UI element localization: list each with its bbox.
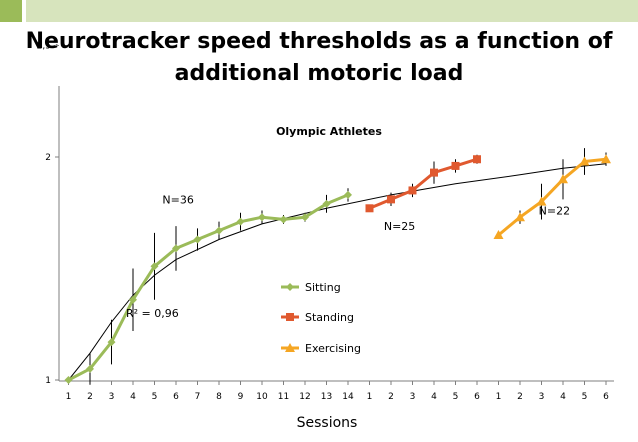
data-point-sitting	[236, 217, 245, 226]
data-point-exercising	[493, 230, 504, 240]
x-tick-label: 2	[517, 392, 523, 402]
data-point-sitting	[172, 244, 180, 253]
legend: Sitting Standing Exercising	[281, 281, 361, 355]
x-tick-label: 10	[256, 392, 268, 402]
data-point-standing	[365, 204, 374, 213]
x-tick-label: 2	[388, 392, 394, 402]
annotation-label: N=25	[384, 220, 415, 233]
x-tick-label: 3	[539, 392, 545, 402]
trendline	[68, 163, 607, 381]
data-point-exercising	[579, 156, 590, 166]
chart-subtitle: Olympic Athletes	[276, 125, 382, 138]
x-tick-label: 3	[109, 392, 115, 402]
data-point-standing	[387, 195, 395, 204]
title-line-1: Neurotracker speed thresholds as a funct…	[25, 29, 613, 54]
x-tick-label: 11	[278, 392, 289, 402]
data-point-sitting	[129, 295, 137, 304]
y-tick-label: 2,5	[37, 42, 51, 52]
annotation-label: R² = 0,96	[126, 307, 179, 320]
series-line-standing	[368, 157, 478, 210]
series-line-exercising	[497, 157, 607, 237]
x-tick-label: 6	[474, 392, 480, 402]
legend-marker-standing	[286, 313, 294, 321]
data-point-standing	[473, 155, 481, 164]
top-accent-band	[26, 0, 638, 22]
data-point-standing	[451, 161, 460, 170]
data-point-sitting	[279, 215, 288, 224]
data-point-sitting	[322, 199, 331, 208]
annotation-label: N=36	[162, 193, 193, 206]
x-tick-label: 13	[321, 392, 332, 402]
x-tick-label: 3	[410, 392, 416, 402]
chart-labels: 122,51 2 3 4 5 6 7 8 9 10 11 12 13 14 1 2 3 4 5 6 1 2 3 4 5 6Olym…	[37, 42, 609, 432]
x-tick-label: 6	[173, 392, 179, 402]
corner-accent-square	[0, 0, 22, 22]
data-point-sitting	[258, 213, 266, 222]
data-point-sitting	[107, 338, 116, 347]
annotation-label: N=22	[539, 205, 570, 218]
x-tick-label: 6	[603, 392, 609, 402]
x-tick-label: 12	[299, 392, 310, 402]
data-point-exercising	[601, 154, 611, 164]
x-tick-label: 1	[66, 392, 72, 402]
x-tick-label: 7	[195, 392, 201, 402]
x-tick-label: 4	[130, 392, 136, 402]
data-point-sitting	[193, 235, 202, 244]
x-tick-label: 4	[560, 392, 566, 402]
x-tick-label: 5	[453, 392, 459, 402]
data-point-sitting	[215, 226, 223, 235]
x-axis-label: Sessions	[297, 415, 358, 431]
data-point-sitting	[86, 364, 94, 373]
slide-title: Neurotracker speed thresholds as a funct…	[0, 26, 638, 90]
x-tick-label: 9	[238, 392, 244, 402]
data-point-sitting	[150, 262, 159, 271]
legend-label-sitting: Sitting	[305, 281, 341, 294]
x-tick-label: 2	[87, 392, 93, 402]
x-tick-label: 5	[152, 392, 158, 402]
data-point-standing	[408, 186, 417, 195]
title-line-2: additional motoric load	[174, 61, 464, 86]
data-point-standing	[430, 168, 438, 177]
data-point-exercising	[515, 212, 525, 222]
x-tick-label: 8	[216, 392, 222, 402]
x-tick-label: 4	[431, 392, 437, 402]
series-markers	[64, 154, 611, 384]
data-point-sitting	[64, 376, 73, 384]
x-tick-label: 14	[342, 392, 354, 402]
x-tick-label: 5	[582, 392, 588, 402]
legend-label-standing: Standing	[305, 311, 354, 324]
axes	[55, 45, 614, 385]
legend-marker-exercising	[285, 343, 295, 352]
legend-label-exercising: Exercising	[305, 342, 361, 355]
x-tick-label: 1	[367, 392, 373, 402]
log-trendline	[68, 163, 607, 381]
data-point-exercising	[558, 174, 568, 184]
data-point-sitting	[344, 190, 352, 199]
x-tick-label: 1	[496, 392, 502, 402]
y-tick-label: 1	[45, 376, 51, 386]
y-tick-label: 2	[45, 153, 51, 163]
data-point-exercising	[536, 196, 547, 206]
data-point-sitting	[301, 213, 309, 222]
legend-marker-sitting	[286, 283, 294, 291]
